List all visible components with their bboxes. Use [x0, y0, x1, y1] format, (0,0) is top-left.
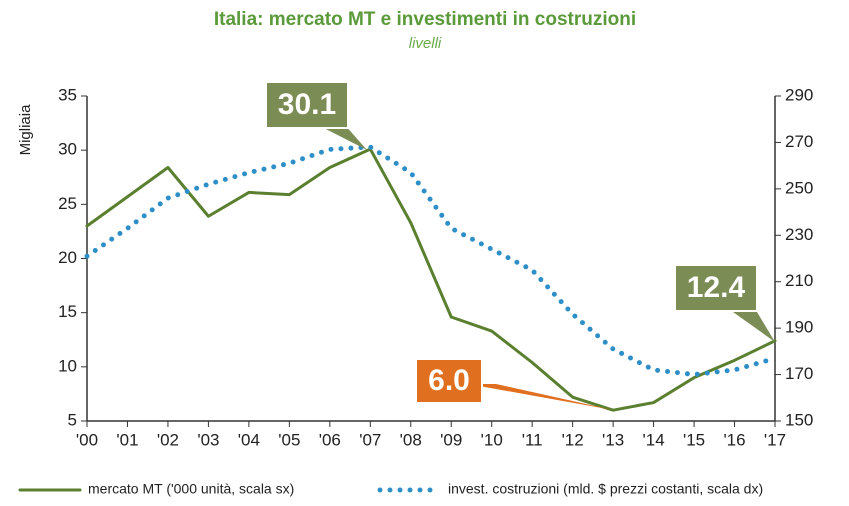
annotation: 30.1	[265, 81, 367, 150]
y2-tick-label: 210	[785, 271, 813, 290]
y2-tick-label: 250	[785, 178, 813, 197]
annotation-text: 30.1	[278, 88, 336, 121]
x-tick-label: '11	[522, 430, 543, 449]
x-tick-label: '04	[238, 430, 260, 449]
x-tick-label: '06	[319, 430, 341, 449]
x-tick-label: '15	[683, 430, 705, 449]
x-tick-label: '08	[400, 430, 422, 449]
legend-label: mercato MT ('000 unità, scala sx)	[88, 481, 294, 497]
annotation-box	[415, 358, 483, 404]
series-line	[84, 144, 778, 378]
x-tick-label: '16	[723, 430, 745, 449]
y2-tick-label: 170	[785, 364, 813, 383]
y-tick-label: 15	[58, 302, 77, 321]
y-tick-label: 25	[58, 194, 77, 213]
x-tick-label: '07	[359, 430, 381, 449]
y-tick-label: 20	[58, 248, 77, 267]
annotation-box	[265, 81, 349, 129]
chart-subtitle: livelli	[409, 35, 442, 52]
y2-tick-label: 190	[785, 318, 813, 337]
y-tick-label: 5	[68, 410, 77, 429]
y-tick-label: 30	[58, 140, 77, 159]
series-line	[85, 147, 777, 412]
annotation: 6.0	[415, 358, 613, 410]
y-tick-label: 35	[58, 85, 77, 104]
x-tick-label: '03	[197, 430, 219, 449]
annotation: 12.4	[674, 264, 775, 342]
y2-tick-label: 290	[785, 85, 813, 104]
x-tick-label: '09	[440, 430, 462, 449]
x-tick-label: '01	[116, 430, 138, 449]
annotation-box	[674, 264, 758, 312]
y-axis-label: Migliaia	[17, 104, 34, 156]
x-tick-label: '14	[643, 430, 665, 449]
y-tick-label: 10	[58, 356, 77, 375]
annotation-text: 12.4	[687, 271, 746, 304]
annotation-pointer	[726, 307, 775, 342]
x-tick-label: '00	[76, 430, 98, 449]
x-tick-label: '02	[157, 430, 179, 449]
x-tick-label: '17	[764, 430, 786, 449]
annotation-text: 6.0	[428, 364, 470, 397]
x-tick-label: '10	[481, 430, 503, 449]
legend-label: invest. costruzioni (mld. $ prezzi costa…	[448, 481, 763, 497]
chart-title: Italia: mercato MT e investimenti in cos…	[214, 9, 636, 30]
x-tick-label: '05	[278, 430, 300, 449]
y2-tick-label: 230	[785, 225, 813, 244]
annotation-pointer	[316, 124, 367, 150]
x-tick-label: '12	[562, 430, 584, 449]
y2-tick-label: 150	[785, 410, 813, 429]
y2-tick-label: 270	[785, 132, 813, 151]
x-tick-label: '13	[602, 430, 624, 449]
annotation-pointer	[468, 384, 613, 410]
